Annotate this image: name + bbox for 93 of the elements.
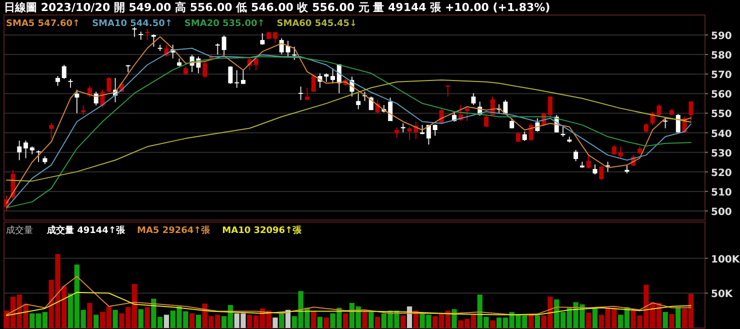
candlestick	[586, 154, 591, 169]
candlestick	[484, 114, 488, 128]
candlestick	[394, 127, 399, 138]
bar	[528, 314, 534, 328]
text: SMA5 547.60↑	[6, 19, 80, 29]
candlestick	[55, 76, 60, 86]
bar	[669, 314, 674, 328]
text: MA10 32096↑張	[222, 225, 303, 236]
line-series	[6, 292, 692, 316]
candlestick	[432, 124, 438, 136]
y-tick-label: 500	[711, 207, 732, 218]
candlestick	[516, 131, 520, 142]
candlestick	[36, 150, 41, 163]
candlestick	[68, 78, 73, 88]
y-tick-label: 100K	[711, 254, 740, 266]
bar	[452, 309, 457, 328]
candlestick	[663, 117, 668, 129]
bar	[196, 314, 201, 328]
bar	[490, 320, 496, 328]
candlestick	[676, 114, 680, 134]
candlestick	[522, 131, 527, 142]
candlestick	[132, 26, 137, 38]
y-tick-label: 530	[711, 148, 732, 160]
chart-title: 日線圖 2023/10/20 開 549.00 高 556.00 低 546.00 收 556.00 元 量 49144 張 +10.00 (+1.83%)	[4, 1, 550, 14]
y-tick-label: 580	[711, 50, 732, 62]
candlestick	[106, 76, 112, 93]
bar	[164, 314, 170, 328]
bar	[138, 309, 144, 328]
candlestick	[688, 100, 694, 122]
candlestick	[510, 118, 514, 129]
text: SMA20 535.00↑	[184, 19, 265, 29]
y-tick-label: 550	[711, 109, 732, 120]
candlestick	[574, 149, 578, 162]
chart-title: 成交量	[6, 225, 33, 236]
bar	[87, 302, 92, 328]
candlestick	[420, 124, 425, 135]
candlestick	[446, 84, 450, 98]
bar	[324, 318, 329, 328]
candlestick	[612, 144, 616, 156]
candlestick	[24, 140, 28, 159]
candlestick	[234, 70, 240, 88]
candlestick	[618, 146, 623, 159]
candlestick	[215, 42, 220, 56]
candlestick	[202, 61, 208, 78]
bar	[342, 313, 348, 328]
candlestick	[138, 31, 144, 40]
bar	[586, 312, 592, 328]
y-tick-label: 510	[711, 187, 732, 198]
bar	[534, 315, 540, 328]
y-tick-label: 520	[711, 168, 732, 179]
candlestick	[292, 46, 297, 60]
bar	[317, 316, 323, 328]
text: MA5 29264↑張	[137, 225, 212, 236]
candlestick	[49, 122, 54, 140]
bar	[189, 313, 195, 328]
line-series	[6, 79, 692, 182]
y-tick-label: 590	[711, 30, 732, 42]
text: SMA10 544.50↑	[92, 19, 172, 29]
bar	[374, 316, 380, 328]
bar	[362, 311, 368, 328]
bar	[676, 307, 681, 328]
candlestick	[304, 87, 310, 100]
bar	[112, 310, 118, 328]
y-tick-label: 570	[711, 70, 732, 82]
candlestick	[228, 66, 233, 84]
y-tick-label: 540	[711, 128, 732, 140]
candlestick	[74, 89, 80, 114]
candlestick	[330, 68, 335, 84]
candlestick	[356, 92, 361, 110]
candlestick	[464, 106, 470, 122]
bar	[662, 312, 668, 328]
bar	[592, 307, 598, 328]
candlestick	[17, 140, 22, 161]
line-series	[6, 276, 692, 316]
bar	[400, 315, 406, 328]
candlestick	[94, 91, 98, 106]
candlestick	[298, 86, 304, 100]
candlestick	[599, 164, 604, 181]
y-tick-label: 560	[711, 90, 732, 101]
bar	[94, 314, 99, 328]
candlestick	[471, 92, 476, 106]
candlestick	[528, 122, 534, 142]
candlestick	[548, 96, 552, 118]
candlestick	[62, 64, 66, 80]
text: SMA60 545.45↓	[276, 19, 358, 29]
bar	[144, 307, 150, 328]
bar	[272, 318, 278, 328]
candlestick	[240, 70, 246, 85]
candlestick	[222, 35, 226, 56]
bar	[311, 311, 316, 328]
text: 成交量 49144↑張	[46, 225, 126, 236]
y-tick-label: 50K	[711, 289, 734, 300]
bar	[368, 312, 374, 328]
